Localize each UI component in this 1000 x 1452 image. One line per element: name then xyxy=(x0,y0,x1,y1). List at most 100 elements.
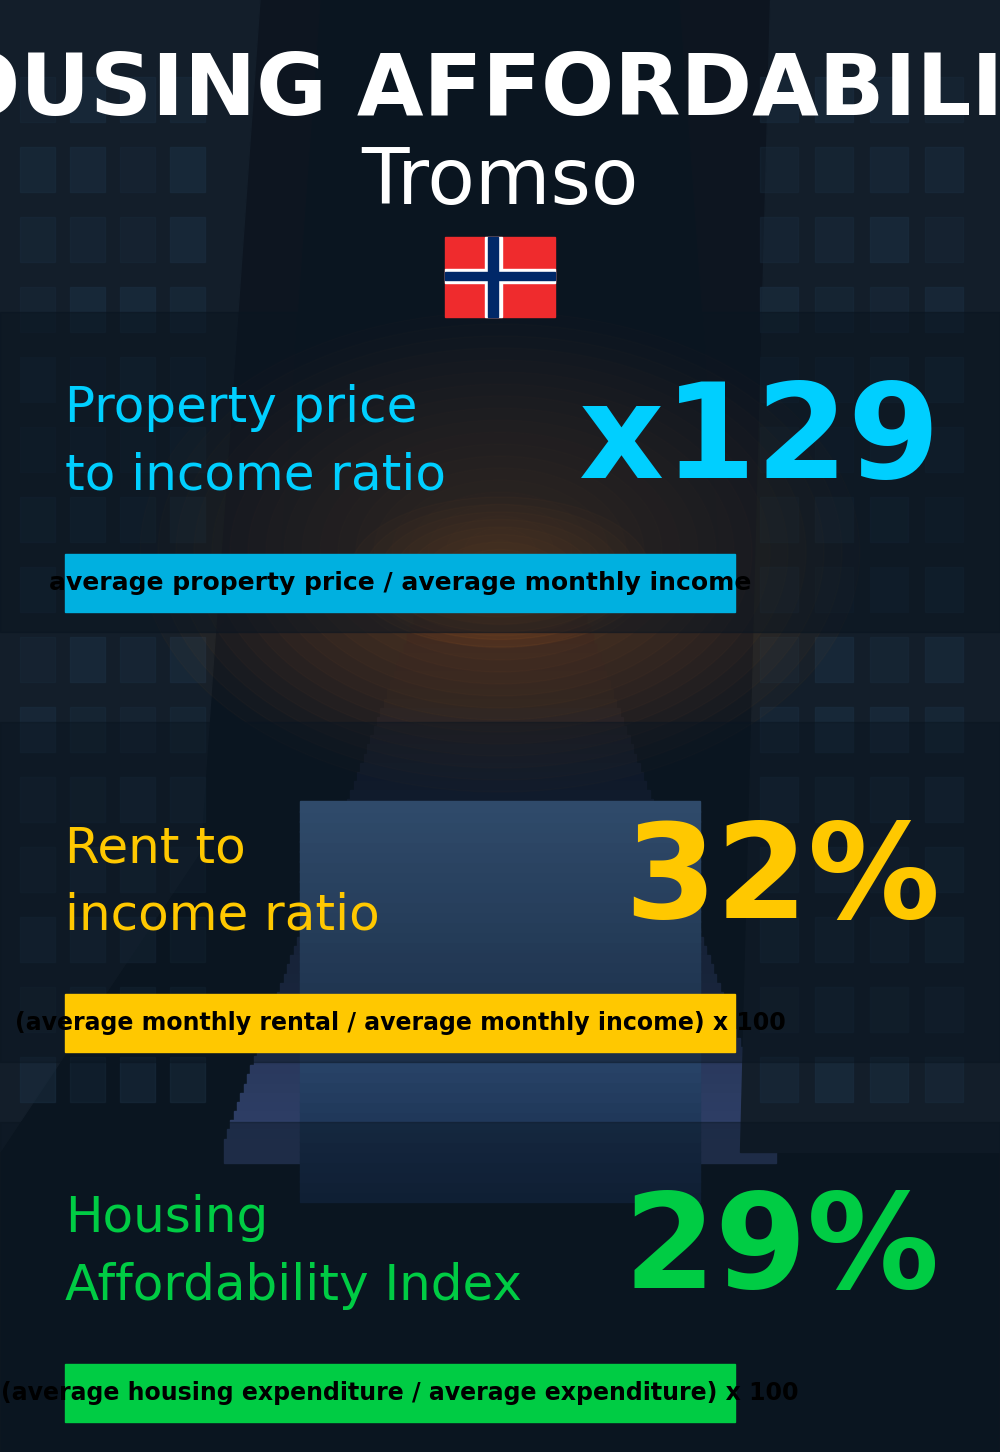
Bar xyxy=(300,941,700,953)
Bar xyxy=(170,427,205,472)
Bar xyxy=(244,1083,756,1108)
Bar xyxy=(445,237,555,317)
Bar xyxy=(170,147,205,192)
Bar xyxy=(870,497,908,542)
Bar xyxy=(257,1047,743,1072)
Bar xyxy=(20,216,55,261)
Bar xyxy=(247,1074,753,1099)
Bar xyxy=(20,357,55,402)
Bar xyxy=(815,287,853,333)
Bar xyxy=(390,681,610,704)
Bar xyxy=(70,987,105,1032)
Bar xyxy=(815,1057,853,1102)
Text: HOUSING AFFORDABILITY: HOUSING AFFORDABILITY xyxy=(0,51,1000,134)
Bar xyxy=(120,637,155,682)
Ellipse shape xyxy=(425,534,575,610)
Ellipse shape xyxy=(350,497,650,648)
Bar xyxy=(300,1162,700,1172)
Bar xyxy=(925,427,963,472)
Bar xyxy=(264,1028,736,1053)
Bar xyxy=(815,707,853,752)
Bar xyxy=(300,1090,700,1102)
Bar xyxy=(815,918,853,963)
Polygon shape xyxy=(0,0,260,1151)
Bar xyxy=(300,881,700,892)
Bar xyxy=(120,287,155,333)
Bar xyxy=(364,754,636,778)
Bar xyxy=(120,427,155,472)
Bar xyxy=(485,237,502,317)
Bar xyxy=(300,971,700,982)
Bar xyxy=(925,287,963,333)
Bar xyxy=(227,1130,773,1154)
Bar xyxy=(300,902,700,912)
Bar xyxy=(20,147,55,192)
Bar xyxy=(300,928,700,953)
Bar xyxy=(870,1057,908,1102)
Bar xyxy=(760,287,798,333)
Bar xyxy=(350,790,650,815)
Bar xyxy=(300,820,700,832)
Bar xyxy=(290,955,710,980)
Bar xyxy=(925,216,963,261)
Text: average property price / average monthly income: average property price / average monthly… xyxy=(49,571,751,595)
Bar xyxy=(760,637,798,682)
Text: x129: x129 xyxy=(579,379,940,505)
Ellipse shape xyxy=(395,520,605,624)
Bar xyxy=(925,147,963,192)
Bar xyxy=(120,1057,155,1102)
Bar xyxy=(925,777,963,822)
Bar xyxy=(120,497,155,542)
Bar xyxy=(70,566,105,611)
Bar xyxy=(397,662,603,687)
Bar xyxy=(760,1057,798,1102)
Bar xyxy=(300,1141,700,1151)
Bar xyxy=(400,653,600,677)
Bar xyxy=(870,427,908,472)
Bar xyxy=(760,216,798,261)
Bar xyxy=(760,918,798,963)
Bar xyxy=(360,762,640,787)
Bar xyxy=(120,707,155,752)
Bar xyxy=(0,1122,1000,1452)
Bar xyxy=(300,871,700,881)
Bar xyxy=(307,909,693,934)
Bar xyxy=(300,1121,700,1133)
Bar xyxy=(120,357,155,402)
Bar xyxy=(170,637,205,682)
Bar xyxy=(120,147,155,192)
Bar xyxy=(317,881,683,906)
Bar xyxy=(277,992,723,1016)
Bar xyxy=(120,847,155,892)
Bar xyxy=(170,497,205,542)
Bar xyxy=(760,707,798,752)
Bar xyxy=(327,854,673,878)
Bar xyxy=(120,216,155,261)
Bar xyxy=(170,987,205,1032)
Bar xyxy=(760,427,798,472)
Bar xyxy=(0,722,1000,1061)
Bar xyxy=(870,987,908,1032)
Bar xyxy=(374,726,626,751)
Bar xyxy=(925,847,963,892)
Bar xyxy=(394,671,606,696)
Bar xyxy=(760,987,798,1032)
Bar xyxy=(170,566,205,611)
Bar xyxy=(300,1021,700,1032)
Bar xyxy=(377,717,623,741)
Polygon shape xyxy=(680,0,1000,852)
Bar xyxy=(870,566,908,611)
Bar xyxy=(224,1138,776,1163)
Bar xyxy=(20,427,55,472)
Bar xyxy=(760,77,798,122)
Bar xyxy=(20,847,55,892)
Bar xyxy=(70,918,105,963)
Bar xyxy=(330,845,670,870)
Bar xyxy=(20,777,55,822)
Bar xyxy=(925,918,963,963)
Polygon shape xyxy=(0,0,200,1452)
Bar xyxy=(445,269,555,283)
Bar xyxy=(445,272,555,280)
Bar xyxy=(760,357,798,402)
Bar xyxy=(324,864,676,887)
